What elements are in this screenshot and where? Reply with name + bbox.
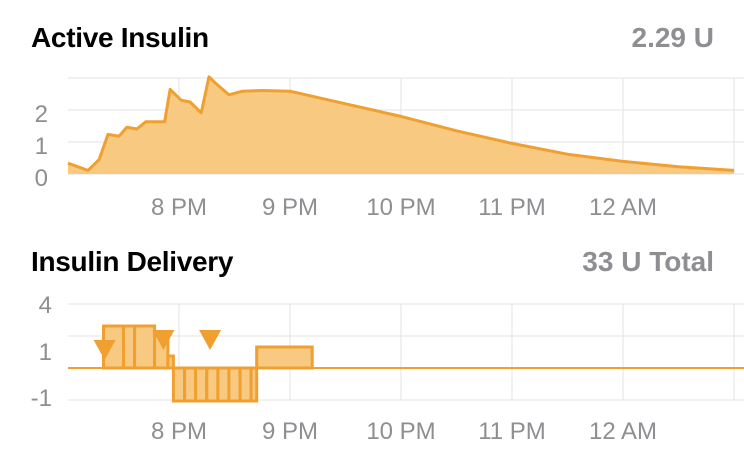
active-insulin-chart[interactable]: 0 1 2 8 PM 9 PM 10 PM 11 PM 12 AM — [0, 0, 744, 225]
delivery-bar — [183, 366, 198, 403]
delivery-bar — [205, 366, 220, 403]
bolus-marker — [93, 340, 116, 360]
x-tick-label: 9 PM — [262, 194, 318, 221]
delivery-bar — [238, 366, 253, 403]
y-tick-label: 2 — [35, 101, 48, 128]
x-tick-label: 11 PM — [478, 194, 546, 221]
insulin-delivery-value: 33 U Total — [582, 246, 714, 277]
active-insulin-area — [68, 76, 734, 174]
active-insulin-value: 2.29 U — [631, 22, 715, 53]
delivery-bar — [171, 366, 186, 403]
delivery-bar — [194, 366, 209, 403]
bolus-marker — [152, 330, 175, 350]
y-tick-label: 0 — [35, 165, 48, 192]
active-insulin-line — [67, 75, 735, 172]
x-tick-label: 11 PM — [478, 418, 546, 445]
y-tick-label: -1 — [31, 385, 52, 412]
y-tick-label: 1 — [35, 133, 48, 160]
x-tick-label: 12 AM — [589, 194, 657, 221]
x-tick-label: 10 PM — [366, 418, 435, 445]
active-insulin-title: Active Insulin — [31, 22, 209, 53]
y-tick-label: 4 — [39, 292, 52, 319]
delivery-bar — [227, 366, 242, 403]
x-tick-label: 9 PM — [262, 418, 318, 445]
x-tick-label: 8 PM — [151, 194, 207, 221]
delivery-bar — [216, 366, 231, 403]
x-tick-label: 10 PM — [366, 194, 435, 221]
insulin-delivery-title: Insulin Delivery — [31, 246, 234, 277]
delivery-bar — [122, 324, 137, 370]
y-tick-label: 1 — [39, 339, 52, 366]
x-tick-label: 12 AM — [589, 418, 657, 445]
delivery-bar — [166, 354, 175, 370]
bolus-marker — [199, 330, 222, 350]
delivery-bar — [133, 324, 157, 370]
delivery-bar — [255, 345, 314, 370]
delivery-bar — [249, 366, 259, 403]
x-tick-label: 8 PM — [151, 418, 207, 445]
